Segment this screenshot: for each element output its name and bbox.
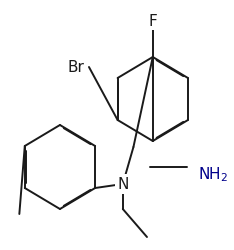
Text: NH$_2$: NH$_2$ (198, 165, 228, 184)
Text: N: N (117, 177, 128, 192)
Text: Br: Br (67, 60, 84, 75)
Text: F: F (148, 14, 157, 30)
